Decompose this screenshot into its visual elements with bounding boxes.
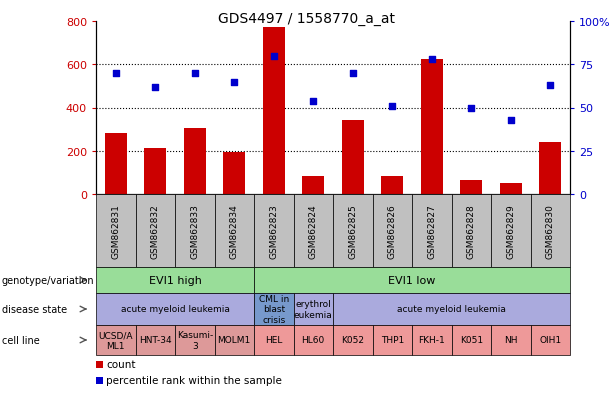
Text: count: count [106, 360, 135, 370]
Bar [263, 28, 284, 195]
Bar [184, 129, 205, 195]
Text: cell line: cell line [2, 335, 40, 345]
Text: FKH-1: FKH-1 [419, 336, 445, 345]
Text: genotype/variation: genotype/variation [2, 275, 94, 285]
Text: MOLM1: MOLM1 [218, 336, 251, 345]
Text: erythrol
eukemia: erythrol eukemia [294, 299, 333, 319]
Text: K051: K051 [460, 336, 483, 345]
Text: disease state: disease state [2, 304, 67, 314]
Bar [302, 176, 324, 195]
Text: THP1: THP1 [381, 336, 404, 345]
Text: GSM862832: GSM862832 [151, 204, 160, 258]
Text: GSM862823: GSM862823 [269, 204, 278, 258]
Text: UCSD/A
ML1: UCSD/A ML1 [99, 330, 133, 350]
Point [111, 71, 121, 77]
Text: EVI1 low: EVI1 low [388, 275, 436, 285]
Point [466, 105, 476, 112]
Bar [145, 148, 166, 195]
Text: GSM862828: GSM862828 [466, 204, 476, 258]
Bar [500, 184, 522, 195]
Text: OIH1: OIH1 [539, 336, 562, 345]
Point [150, 84, 160, 91]
Text: acute myeloid leukemia: acute myeloid leukemia [397, 305, 506, 314]
Text: GSM862826: GSM862826 [388, 204, 397, 258]
Text: GSM862833: GSM862833 [190, 204, 199, 258]
Point [308, 98, 318, 104]
Bar [223, 152, 245, 195]
Text: HNT-34: HNT-34 [139, 336, 172, 345]
Bar [342, 121, 364, 195]
Point [506, 117, 516, 123]
Text: Kasumi-
3: Kasumi- 3 [177, 330, 213, 350]
Point [229, 79, 239, 85]
Bar [421, 60, 443, 195]
Point [427, 57, 436, 63]
Bar [539, 143, 561, 195]
Bar [105, 134, 127, 195]
Text: GSM862831: GSM862831 [111, 204, 120, 258]
Text: GSM862829: GSM862829 [506, 204, 516, 258]
Point [546, 83, 555, 89]
Text: NH: NH [504, 336, 517, 345]
Point [269, 53, 279, 60]
Text: percentile rank within the sample: percentile rank within the sample [106, 375, 282, 386]
Text: K052: K052 [341, 336, 364, 345]
Bar [381, 176, 403, 195]
Text: GSM862827: GSM862827 [427, 204, 436, 258]
Text: GDS4497 / 1558770_a_at: GDS4497 / 1558770_a_at [218, 12, 395, 26]
Text: CML in
blast
crisis: CML in blast crisis [259, 294, 289, 324]
Point [348, 71, 357, 77]
Text: EVI1 high: EVI1 high [148, 275, 202, 285]
Text: HL60: HL60 [302, 336, 325, 345]
Bar [460, 180, 482, 195]
Text: acute myeloid leukemia: acute myeloid leukemia [121, 305, 229, 314]
Point [190, 71, 200, 77]
Text: GSM862834: GSM862834 [230, 204, 238, 258]
Text: HEL: HEL [265, 336, 283, 345]
Point [387, 103, 397, 110]
Text: GSM862825: GSM862825 [348, 204, 357, 258]
Text: GSM862824: GSM862824 [309, 204, 318, 258]
Text: GSM862830: GSM862830 [546, 204, 555, 258]
